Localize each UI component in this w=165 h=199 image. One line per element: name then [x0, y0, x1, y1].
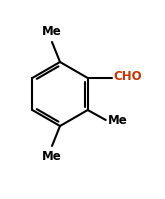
Text: Me: Me [108, 113, 128, 127]
Text: Me: Me [42, 25, 62, 38]
Text: Me: Me [42, 150, 62, 163]
Text: CHO: CHO [114, 70, 142, 84]
